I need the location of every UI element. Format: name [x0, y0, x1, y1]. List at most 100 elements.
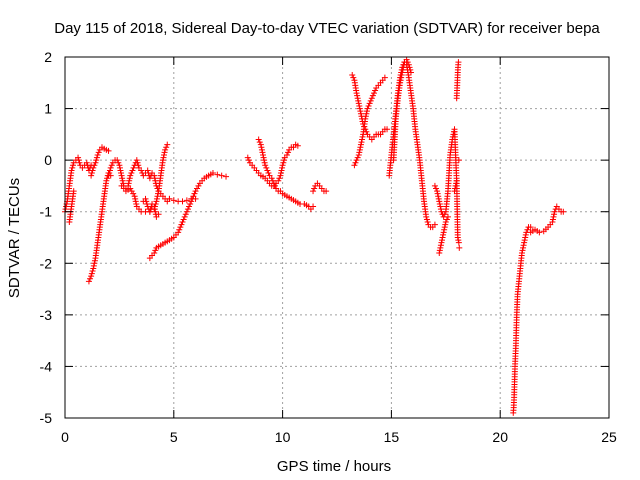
data-point	[370, 90, 377, 97]
data-point	[132, 198, 139, 205]
data-point	[431, 182, 438, 189]
data-point	[94, 151, 101, 158]
data-point	[442, 221, 449, 228]
data-point	[283, 151, 290, 158]
data-point	[103, 177, 110, 184]
data-point	[522, 231, 529, 238]
data-point	[399, 66, 406, 73]
x-tick-label: 10	[275, 429, 291, 445]
data-point	[431, 221, 438, 228]
data-point	[127, 185, 134, 192]
data-point	[92, 159, 99, 166]
data-point	[364, 105, 371, 112]
data-point	[161, 149, 168, 156]
data-point	[524, 226, 531, 233]
data-point	[117, 167, 124, 174]
data-point	[133, 200, 140, 207]
data-point	[359, 133, 366, 140]
data-point	[76, 159, 83, 166]
data-point	[91, 257, 98, 264]
data-point	[441, 211, 448, 218]
data-point	[436, 198, 443, 205]
data-point	[159, 157, 166, 164]
data-point	[294, 142, 301, 149]
data-point	[161, 151, 168, 158]
data-point	[437, 244, 444, 251]
data-point	[363, 110, 370, 117]
x-tick-label: 5	[170, 429, 178, 445]
data-point	[162, 146, 169, 153]
data-point	[176, 226, 183, 233]
data-point	[192, 188, 199, 195]
data-point	[152, 208, 159, 215]
data-point	[143, 198, 150, 205]
data-point	[536, 229, 543, 236]
data-point	[126, 177, 133, 184]
data-point	[372, 87, 379, 94]
data-point	[353, 90, 360, 97]
data-point	[310, 203, 317, 210]
data-point	[133, 157, 140, 164]
data-point	[258, 146, 265, 153]
data-point	[365, 102, 372, 109]
data-point	[521, 237, 528, 244]
data-point	[119, 177, 126, 184]
data-point	[438, 239, 445, 246]
data-point	[144, 167, 151, 174]
data-point	[194, 185, 201, 192]
data-point	[151, 175, 158, 182]
x-tick-label: 0	[61, 429, 69, 445]
x-tick-label: 20	[492, 429, 508, 445]
data-point	[518, 249, 525, 256]
data-point	[437, 203, 444, 210]
data-point	[352, 159, 359, 166]
data-point	[399, 69, 406, 76]
data-point	[151, 203, 158, 210]
data-point	[356, 102, 363, 109]
data-point	[354, 95, 361, 102]
axis-ticks: 0 5 10 15 20 25 -5 -4 -3 -2 -1 0 1 2	[40, 49, 617, 445]
data-point	[187, 200, 194, 207]
data-point	[75, 154, 82, 161]
data-point	[366, 100, 373, 107]
data-point	[91, 260, 98, 267]
data-point	[259, 149, 266, 156]
data-point	[356, 105, 363, 112]
data-point	[356, 146, 363, 153]
data-point	[551, 211, 558, 218]
data-point	[550, 213, 557, 220]
data-point	[107, 164, 114, 171]
data-point	[434, 188, 441, 195]
data-point	[153, 195, 160, 202]
data-point	[264, 167, 271, 174]
data-point	[521, 239, 528, 246]
data-point	[164, 141, 171, 148]
data-point	[90, 265, 97, 272]
data-point	[88, 172, 95, 179]
data-point	[271, 182, 278, 189]
data-point	[155, 190, 162, 197]
data-point	[105, 172, 112, 179]
data-point	[90, 164, 97, 171]
data-point	[88, 270, 95, 277]
data-point	[439, 234, 446, 241]
data-point	[151, 172, 158, 179]
data-point	[155, 211, 162, 218]
data-point	[127, 172, 134, 179]
data-point	[135, 162, 142, 169]
data-point	[262, 162, 269, 169]
data-point	[130, 190, 137, 197]
data-point	[434, 190, 441, 197]
data-point	[278, 167, 285, 174]
data-point	[455, 239, 462, 246]
data-point	[184, 206, 191, 213]
data-point	[275, 177, 282, 184]
data-point	[440, 229, 447, 236]
data-point	[405, 61, 412, 68]
data-point	[75, 157, 82, 164]
data-point	[83, 159, 90, 166]
data-point	[130, 164, 137, 171]
data-point	[143, 200, 150, 207]
data-point	[192, 195, 199, 202]
